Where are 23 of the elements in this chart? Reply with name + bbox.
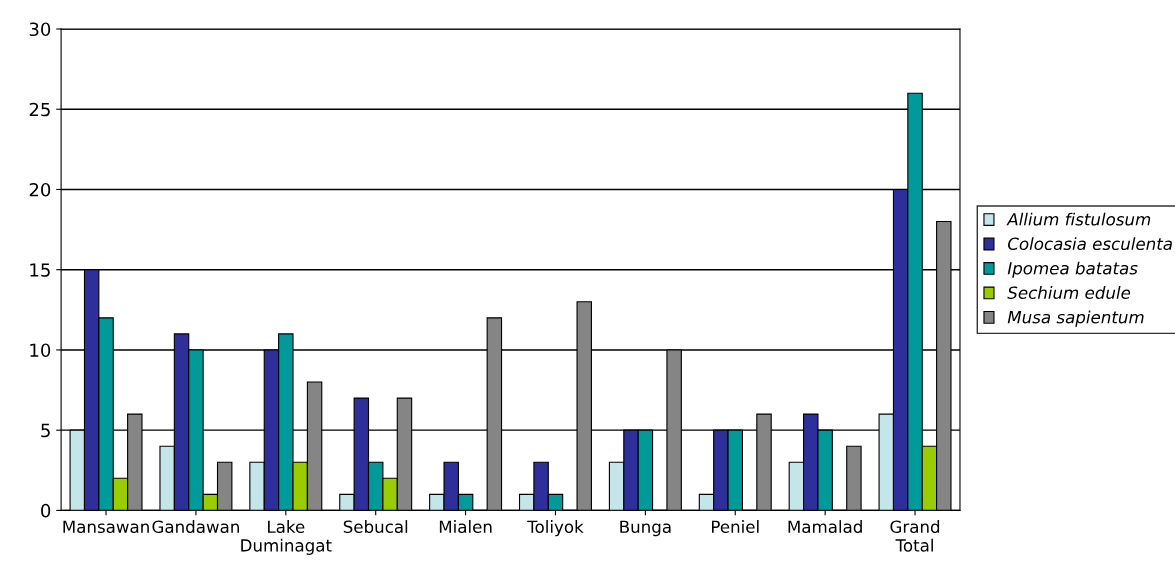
x-tick-label: Gandawan [152, 520, 239, 534]
y-tick-label: 5 [41, 423, 50, 438]
legend-label: Colocasia esculenta [1008, 237, 1172, 251]
x-tick-label: Toliyok [527, 520, 584, 537]
y-tick-label: 30 [29, 22, 51, 37]
legend-label: Ipomea batatas [1007, 261, 1138, 278]
x-tick-label: Mialen [439, 520, 492, 534]
y-tick-label: 0 [41, 503, 51, 518]
x-tick-label: Mansawan [63, 520, 149, 534]
x-tick-label: Mamalad [788, 520, 862, 534]
x-tick-label: Sebucal [343, 520, 408, 534]
x-tick-label: Grand Total [890, 520, 940, 552]
x-tick-label: Lake Duminagat [241, 520, 332, 555]
bar [846, 445, 862, 511]
y-tick-label: 25 [29, 102, 50, 117]
legend-label: Allium fistulosum [1006, 212, 1151, 226]
legend-label: Sechium edule [1007, 286, 1131, 299]
x-tick-label: Peniel [712, 520, 759, 534]
y-tick-label: 20 [29, 182, 51, 197]
y-tick-label: 10 [30, 343, 51, 358]
x-tick-label: Bunga [620, 520, 671, 537]
legend-label: Musa sapientum [1007, 310, 1144, 327]
y-tick-label: 15 [30, 263, 50, 277]
